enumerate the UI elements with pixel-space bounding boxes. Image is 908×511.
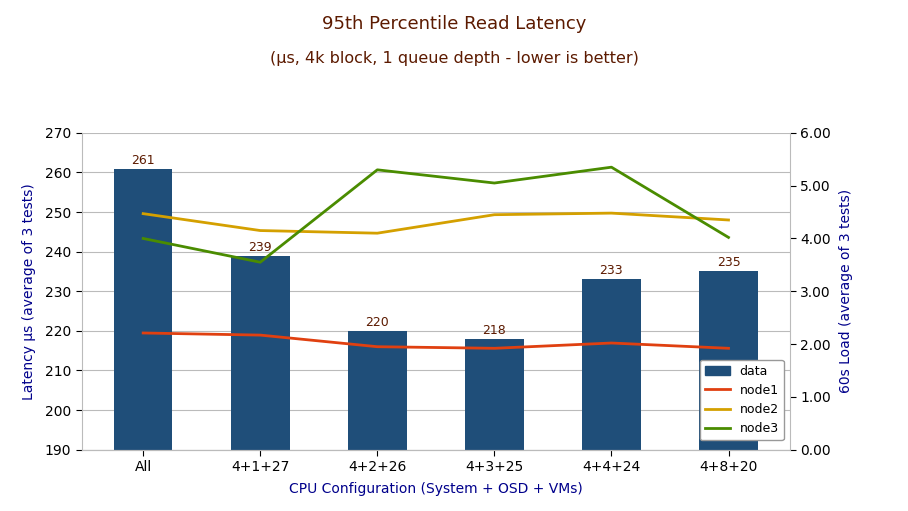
Legend: data, node1, node2, node3: data, node1, node2, node3 [699, 360, 784, 440]
Text: (μs, 4k block, 1 queue depth - lower is better): (μs, 4k block, 1 queue depth - lower is … [270, 51, 638, 66]
Bar [348, 331, 407, 511]
Text: 220: 220 [365, 316, 390, 329]
Bar [114, 169, 173, 511]
Bar [582, 280, 641, 511]
Y-axis label: Latency μs (average of 3 tests): Latency μs (average of 3 tests) [23, 183, 36, 400]
Text: 233: 233 [599, 264, 623, 277]
Text: 218: 218 [482, 324, 507, 337]
Text: 235: 235 [716, 257, 740, 269]
X-axis label: CPU Configuration (System + OSD + VMs): CPU Configuration (System + OSD + VMs) [289, 482, 583, 496]
Bar [465, 339, 524, 511]
Bar [699, 271, 758, 511]
Text: 261: 261 [132, 153, 155, 167]
Text: 95th Percentile Read Latency: 95th Percentile Read Latency [321, 15, 587, 33]
Y-axis label: 60s Load (average of 3 tests): 60s Load (average of 3 tests) [840, 189, 854, 393]
Text: 239: 239 [249, 241, 272, 253]
Bar [231, 256, 290, 511]
